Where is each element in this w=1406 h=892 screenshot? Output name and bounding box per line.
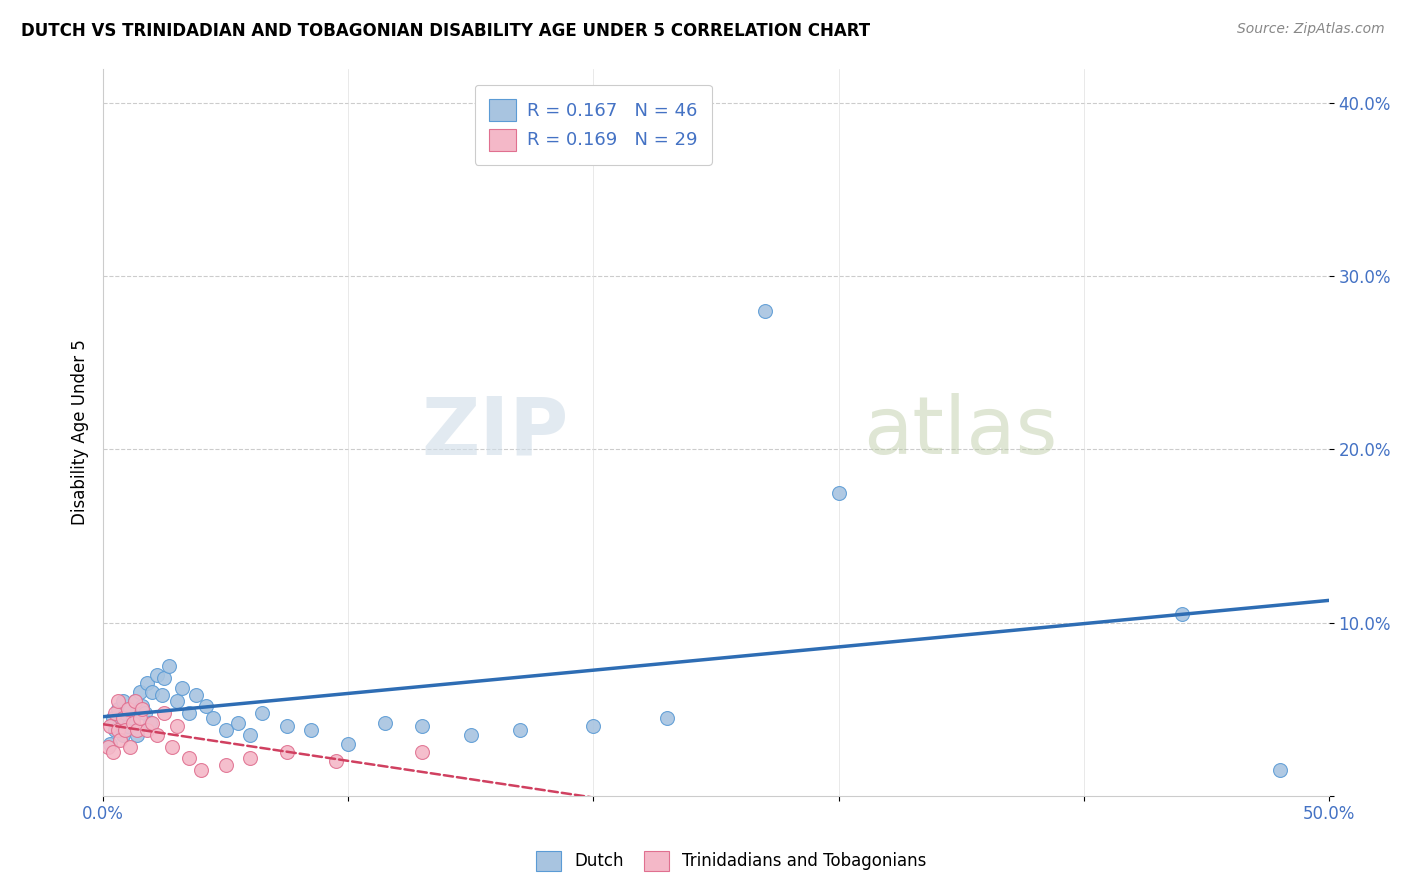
Point <box>153 706 176 720</box>
Point <box>120 702 142 716</box>
Point <box>107 693 129 707</box>
Point <box>226 716 249 731</box>
Point <box>141 716 163 731</box>
Point <box>121 711 143 725</box>
Point <box>170 681 193 696</box>
Point <box>111 711 134 725</box>
Point <box>110 716 132 731</box>
Point <box>252 706 274 720</box>
Point <box>460 728 482 742</box>
Point <box>136 723 159 737</box>
Point <box>138 716 160 731</box>
Point <box>100 719 122 733</box>
Point <box>153 671 176 685</box>
Point <box>127 728 149 742</box>
Text: atlas: atlas <box>863 393 1057 471</box>
Point <box>215 757 238 772</box>
Point <box>124 693 146 707</box>
Point <box>146 667 169 681</box>
Point <box>104 706 127 720</box>
Point <box>337 737 360 751</box>
Point <box>134 706 156 720</box>
Point <box>177 750 200 764</box>
Point <box>239 750 262 764</box>
Point <box>129 685 152 699</box>
Point <box>114 706 136 720</box>
Point <box>146 728 169 742</box>
Point <box>117 702 139 716</box>
Point <box>160 740 183 755</box>
Point <box>136 676 159 690</box>
Point <box>107 702 129 716</box>
Point <box>127 723 149 737</box>
Point <box>104 723 127 737</box>
Point <box>131 702 153 716</box>
Point <box>177 706 200 720</box>
Point <box>129 711 152 725</box>
Text: Source: ZipAtlas.com: Source: ZipAtlas.com <box>1237 22 1385 37</box>
Point <box>655 711 678 725</box>
Point <box>166 719 188 733</box>
Text: ZIP: ZIP <box>422 393 569 471</box>
Point <box>754 304 776 318</box>
Point <box>202 711 225 725</box>
Point <box>101 711 124 725</box>
Point <box>150 689 173 703</box>
Point <box>121 716 143 731</box>
Point <box>827 485 849 500</box>
Legend: R = 0.167   N = 46, R = 0.169   N = 29: R = 0.167 N = 46, R = 0.169 N = 29 <box>475 85 711 165</box>
Point <box>411 719 433 733</box>
Point <box>325 754 347 768</box>
Point <box>124 693 146 707</box>
Point <box>111 693 134 707</box>
Point <box>166 693 188 707</box>
Point <box>195 698 218 713</box>
Point <box>1170 607 1192 621</box>
Point <box>100 737 122 751</box>
Point <box>117 719 139 733</box>
Point <box>215 723 238 737</box>
Point <box>107 723 129 737</box>
Point <box>1268 763 1291 777</box>
Point <box>276 719 298 733</box>
Legend: Dutch, Trinidadians and Tobagonians: Dutch, Trinidadians and Tobagonians <box>527 842 935 880</box>
Point <box>120 740 142 755</box>
Point <box>157 659 180 673</box>
Point <box>131 698 153 713</box>
Point <box>582 719 605 733</box>
Point <box>110 733 132 747</box>
Point <box>101 746 124 760</box>
Point <box>97 740 120 755</box>
Point <box>301 723 323 737</box>
Point <box>509 723 531 737</box>
Point <box>239 728 262 742</box>
Point <box>111 728 134 742</box>
Point <box>411 746 433 760</box>
Text: DUTCH VS TRINIDADIAN AND TOBAGONIAN DISABILITY AGE UNDER 5 CORRELATION CHART: DUTCH VS TRINIDADIAN AND TOBAGONIAN DISA… <box>21 22 870 40</box>
Point <box>186 689 208 703</box>
Point <box>141 685 163 699</box>
Point <box>276 746 298 760</box>
Y-axis label: Disability Age Under 5: Disability Age Under 5 <box>72 339 89 525</box>
Point <box>190 763 212 777</box>
Point <box>114 723 136 737</box>
Point <box>374 716 396 731</box>
